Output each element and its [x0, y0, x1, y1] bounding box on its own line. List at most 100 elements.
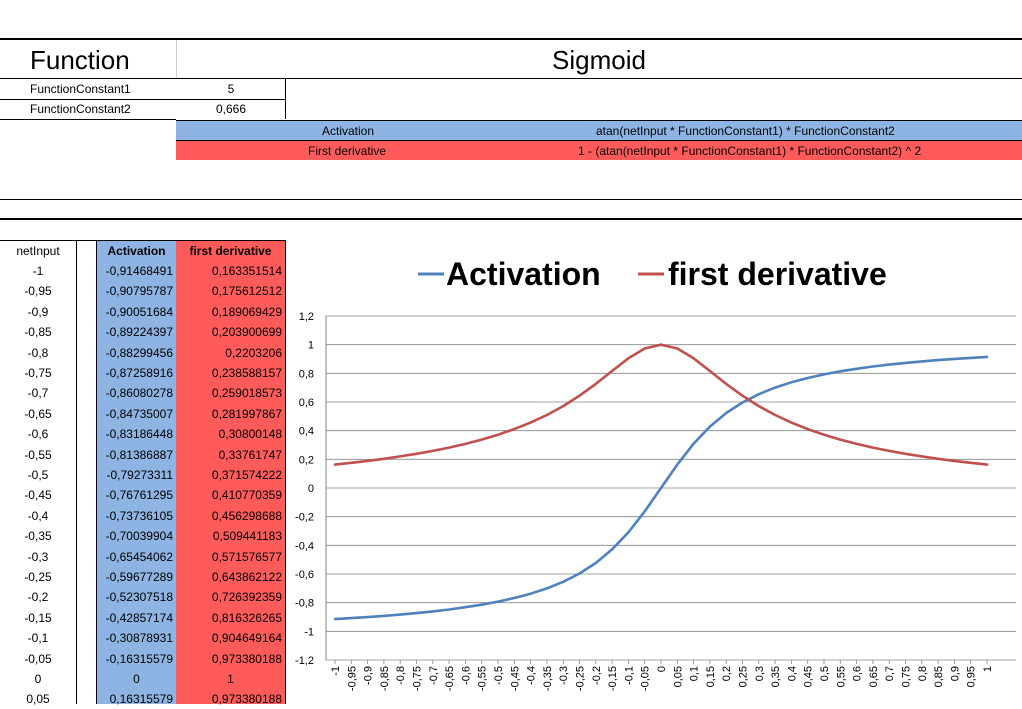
derivative-column-fill: [176, 240, 285, 704]
cell-netinput[interactable]: -0,35: [24, 529, 52, 544]
y-tick-label: 0,6: [299, 397, 314, 409]
cell-activation[interactable]: -0,76761295: [105, 488, 173, 503]
cell-activation[interactable]: -0,30878931: [105, 631, 173, 646]
cell-derivative[interactable]: 0,509441183: [212, 529, 282, 544]
cell-netinput[interactable]: -0,95: [24, 284, 52, 299]
table-row: -0,3 -0,65454062 0,571576577: [0, 547, 285, 567]
cell-activation[interactable]: -0,42857174: [105, 610, 173, 625]
table-row: -0,05 -0,16315579 0,973380188: [0, 649, 285, 669]
cell-activation[interactable]: -0,91468491: [105, 264, 173, 278]
cell-activation[interactable]: -0,16315579: [105, 651, 173, 666]
x-tick-label: -0,95: [346, 666, 358, 691]
cell-activation[interactable]: -0,52307518: [105, 590, 173, 605]
cell-netinput[interactable]: -0,6: [27, 427, 49, 442]
cell-netinput[interactable]: -0,7: [27, 386, 49, 401]
cell-netinput[interactable]: -0,85: [24, 325, 52, 340]
derivative-formula-expression: 1 - (atan(netInput * FunctionConstant1) …: [578, 144, 922, 158]
cell-activation[interactable]: -0,88299456: [105, 345, 173, 360]
cell-netinput[interactable]: -0,15: [24, 610, 52, 625]
cell-derivative[interactable]: 0,2203206: [225, 345, 282, 360]
constant-2-name: FunctionConstant2: [30, 102, 131, 116]
cell-derivative[interactable]: 0,175612512: [211, 284, 282, 299]
cell-netinput[interactable]: -0,3: [27, 549, 49, 564]
constant-1-value[interactable]: 5: [227, 82, 235, 96]
cell-activation[interactable]: -0,90051684: [105, 304, 173, 319]
cell-activation[interactable]: 0,16315579: [109, 692, 173, 707]
cell-netinput[interactable]: -0,25: [24, 570, 52, 584]
cell-derivative[interactable]: 0,371574222: [211, 468, 282, 482]
x-tick-label: -0,9: [363, 666, 375, 685]
cell-netinput[interactable]: -0,4: [27, 508, 49, 523]
x-tick-label: -0,65: [444, 666, 456, 691]
cell-activation[interactable]: -0,86080278: [105, 386, 173, 401]
cell-activation[interactable]: -0,90795787: [105, 284, 173, 299]
cell-activation[interactable]: -0,81386887: [105, 447, 173, 462]
cell-derivative[interactable]: 0,163351514: [211, 264, 282, 278]
cell-derivative[interactable]: 0,726392359: [211, 590, 282, 605]
activation-formula-row: Activation atan(netInput * FunctionConst…: [176, 120, 1022, 140]
cell-activation[interactable]: -0,89224397: [105, 325, 173, 340]
x-tick-label: -0,3: [558, 666, 570, 685]
cell-activation[interactable]: -0,87258916: [105, 366, 173, 380]
cell-derivative[interactable]: 0,973380188: [211, 651, 282, 666]
cell-derivative[interactable]: 0,189069429: [211, 304, 282, 319]
cell-netinput[interactable]: -0,55: [24, 447, 52, 462]
cell-netinput[interactable]: -0,8: [27, 345, 49, 360]
cell-derivative[interactable]: 0,816326265: [211, 610, 282, 625]
table-row: -0,35 -0,70039904 0,509441183: [0, 526, 285, 546]
x-tick-label: 0,9: [949, 666, 961, 681]
table-row: -0,75 -0,87258916 0,238588157: [0, 363, 285, 383]
x-tick-label: 0,2: [721, 666, 733, 681]
cell-derivative[interactable]: 0,238588157: [211, 366, 282, 380]
constant-2-value[interactable]: 0,666: [215, 102, 247, 116]
cell-activation[interactable]: -0,65454062: [105, 549, 173, 564]
cell-derivative[interactable]: 0,33761747: [218, 447, 282, 462]
cell-derivative[interactable]: 0,456298688: [211, 508, 282, 523]
cell-netinput[interactable]: -0,2: [27, 590, 49, 605]
cell-netinput[interactable]: -0,9: [27, 304, 49, 319]
cell-activation[interactable]: -0,59677289: [105, 570, 173, 584]
cell-netinput[interactable]: -0,65: [24, 406, 52, 421]
x-tick-label: 0,85: [933, 666, 945, 687]
chart-legend: Activation first derivative: [418, 256, 887, 292]
legend-label-activation: Activation: [446, 256, 601, 292]
table-row: -0,7 -0,86080278 0,259018573: [0, 383, 285, 403]
x-tick-label: -0,2: [591, 666, 603, 685]
x-tick-label: 0,65: [868, 666, 880, 687]
cell-netinput[interactable]: -0,1: [27, 631, 49, 646]
cell-activation[interactable]: -0,79273311: [106, 468, 173, 482]
header-activation: Activation: [107, 244, 166, 258]
cell-derivative[interactable]: 0,259018573: [211, 386, 282, 401]
cell-activation[interactable]: -0,83186448: [105, 427, 173, 442]
cell-netinput[interactable]: 0,05: [26, 692, 50, 707]
cell-netinput[interactable]: -0,75: [24, 366, 52, 380]
activation-chart: Activation first derivative 1,2 1 0,8 0,6 0,4…: [295, 256, 1016, 691]
table-row: 0,05 0,16315579 0,973380188: [0, 689, 285, 709]
cell-derivative[interactable]: 0,571576577: [211, 549, 282, 564]
cell-activation[interactable]: -0,73736105: [105, 508, 173, 523]
cell-netinput[interactable]: -0,05: [24, 651, 52, 666]
table-col-border-3: [285, 240, 286, 704]
cell-derivative[interactable]: 1: [227, 672, 234, 686]
cell-derivative[interactable]: 0,973380188: [211, 692, 282, 707]
cell-derivative[interactable]: 0,30800148: [218, 427, 282, 442]
cell-derivative[interactable]: 0,203900699: [211, 325, 282, 340]
cell-derivative[interactable]: 0,410770359: [211, 488, 282, 503]
cell-netinput[interactable]: -1: [32, 264, 44, 278]
cell-activation[interactable]: -0,70039904: [105, 529, 173, 544]
cell-derivative[interactable]: 0,904649164: [211, 631, 282, 646]
separator-2: [0, 218, 1022, 220]
x-tick-label: -0,15: [607, 666, 619, 691]
cell-activation[interactable]: 0: [133, 672, 140, 686]
y-tick-label: -1,2: [295, 655, 314, 667]
x-tick-label: -0,55: [477, 666, 489, 691]
x-tick-label: -0,8: [395, 666, 407, 685]
cell-netinput[interactable]: 0: [34, 672, 42, 686]
cell-netinput[interactable]: -0,5: [27, 468, 49, 482]
cell-activation[interactable]: -0,84735007: [105, 406, 173, 421]
cell-derivative[interactable]: 0,643862122: [211, 570, 282, 584]
activation-formula-expression: atan(netInput * FunctionConstant1) * Fun…: [596, 124, 895, 138]
cell-derivative[interactable]: 0,281997867: [211, 406, 282, 421]
table-row: -0,5 -0,79273311 0,371574222: [0, 465, 285, 485]
cell-netinput[interactable]: -0,45: [24, 488, 52, 503]
